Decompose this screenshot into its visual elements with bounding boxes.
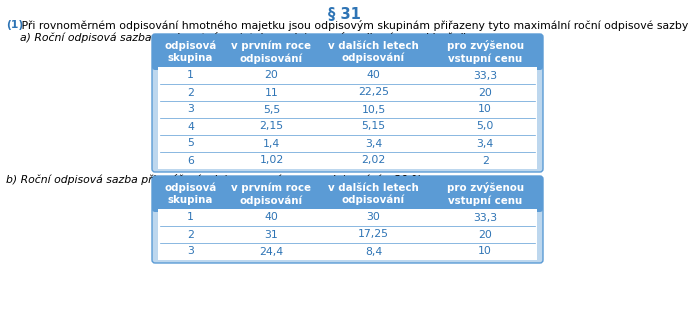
FancyBboxPatch shape [152,176,543,212]
Text: a) Roční odpisová sazba pro hmotný majetek neodpisovaný podle písmen b) až d): a) Roční odpisová sazba pro hmotný majet… [6,32,467,43]
Text: 3: 3 [187,247,194,256]
Text: 3,4: 3,4 [477,139,494,148]
Text: 33,3: 33,3 [473,213,497,222]
Text: pro zvýšenou
vstupní cenu: pro zvýšenou vstupní cenu [447,182,524,206]
Text: 40: 40 [367,71,380,81]
Text: 5,5: 5,5 [263,105,280,115]
Text: 10,5: 10,5 [361,105,385,115]
Text: 5,0: 5,0 [477,121,494,131]
Bar [158,205,537,209]
Text: 3: 3 [187,105,194,115]
Text: v dalších letech
odpisování: v dalších letech odpisování [328,183,419,205]
Text: b) Roční odpisová sazba při zvýšení odpisu v prvním roce odpisování o 20 %: b) Roční odpisová sazba při zvýšení odpi… [6,174,422,185]
FancyBboxPatch shape [152,34,543,172]
Text: 20: 20 [478,229,492,240]
Text: 11: 11 [265,87,279,97]
Text: 33,3: 33,3 [473,71,497,81]
Text: § 31: § 31 [327,7,361,22]
FancyBboxPatch shape [152,34,543,70]
Text: 2: 2 [482,155,488,166]
Text: 5: 5 [187,139,194,148]
Text: 22,25: 22,25 [358,87,389,97]
Text: 1,02: 1,02 [259,155,283,166]
Text: 6: 6 [187,155,194,166]
Text: 1,4: 1,4 [263,139,280,148]
Text: v prvním roce
odpisování: v prvním roce odpisování [231,182,312,206]
Text: v dalších letech
odpisování: v dalších letech odpisování [328,41,419,63]
Text: 10: 10 [478,247,492,256]
Bar [158,67,537,169]
Text: 17,25: 17,25 [358,229,389,240]
Text: 2,02: 2,02 [361,155,385,166]
Text: odpisová
skupina: odpisová skupina [164,183,217,205]
Text: v prvním roce
odpisování: v prvním roce odpisování [231,41,312,64]
Text: 40: 40 [264,213,279,222]
Text: pro zvýšenou
vstupní cenu: pro zvýšenou vstupní cenu [447,40,524,64]
FancyBboxPatch shape [152,176,543,263]
Text: 2: 2 [187,229,194,240]
Text: 2,15: 2,15 [259,121,283,131]
Bar [158,63,537,67]
Text: 1: 1 [187,213,194,222]
Text: 20: 20 [478,87,492,97]
Text: 1: 1 [187,71,194,81]
Text: odpisová
skupina: odpisová skupina [164,41,217,63]
Text: 8,4: 8,4 [365,247,382,256]
Bar [158,209,537,260]
Text: 3,4: 3,4 [365,139,382,148]
Text: 31: 31 [265,229,279,240]
Text: 30: 30 [367,213,380,222]
Text: 10: 10 [478,105,492,115]
Text: 20: 20 [264,71,279,81]
Text: 2: 2 [187,87,194,97]
Text: 5,15: 5,15 [361,121,385,131]
Text: Při rovnoměrném odpisování hmotného majetku jsou odpisovým skupinám přiřazeny ty: Při rovnoměrném odpisování hmotného maje… [18,20,688,31]
Text: 24,4: 24,4 [259,247,283,256]
Text: 4: 4 [187,121,194,131]
Text: (1): (1) [6,20,23,30]
